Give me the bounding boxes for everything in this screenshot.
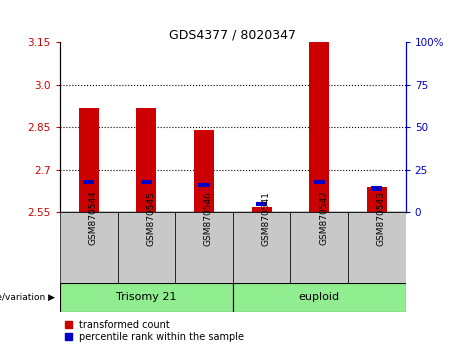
Title: GDS4377 / 8020347: GDS4377 / 8020347 (169, 28, 296, 41)
Text: Trisomy 21: Trisomy 21 (116, 292, 177, 302)
Bar (118, 212, 175, 283)
Bar (83, 180, 95, 184)
Text: GSM870543: GSM870543 (377, 190, 386, 246)
Bar (367, 187, 387, 212)
Text: euploid: euploid (299, 292, 340, 302)
Bar (60, 283, 233, 312)
Bar (175, 212, 233, 283)
Text: GSM870542: GSM870542 (319, 191, 328, 245)
Bar (252, 207, 272, 212)
Bar (256, 202, 267, 206)
Text: GSM870544: GSM870544 (89, 191, 98, 245)
Text: GSM870546: GSM870546 (204, 190, 213, 246)
Bar (198, 183, 210, 187)
Bar (233, 212, 290, 283)
Text: GSM870545: GSM870545 (146, 190, 155, 246)
Legend: transformed count, percentile rank within the sample: transformed count, percentile rank withi… (65, 320, 244, 342)
Bar (371, 187, 383, 191)
Bar (141, 180, 152, 184)
Bar (79, 108, 99, 212)
Bar (309, 42, 329, 212)
Bar (60, 212, 118, 283)
Bar (233, 283, 406, 312)
Bar (290, 212, 348, 283)
Text: genotype/variation ▶: genotype/variation ▶ (0, 293, 55, 302)
Bar (194, 130, 214, 212)
Text: GSM870541: GSM870541 (262, 190, 271, 246)
Bar (136, 108, 156, 212)
Bar (313, 180, 325, 184)
Bar (348, 212, 406, 283)
